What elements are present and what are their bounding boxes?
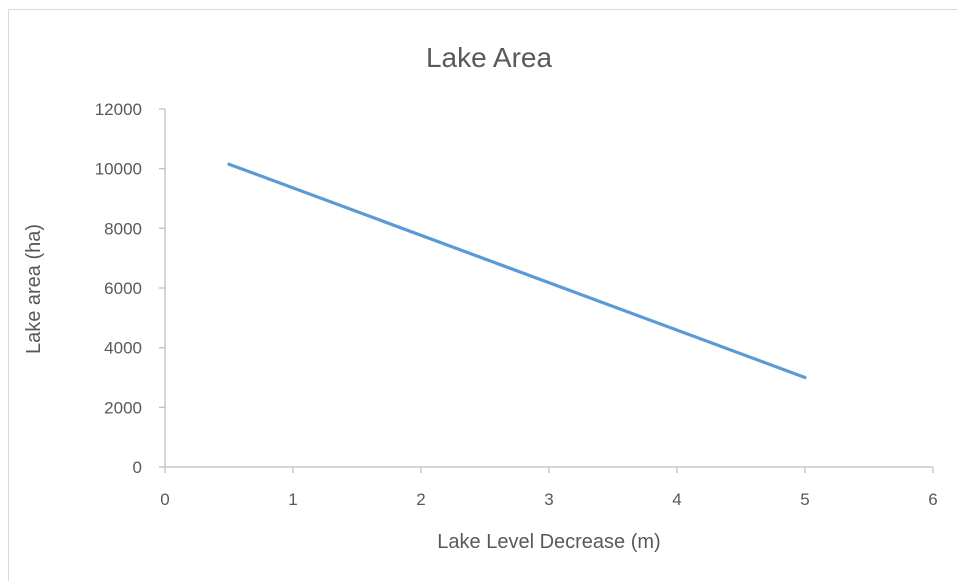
series-line <box>227 162 807 380</box>
y-tick-label: 12000 <box>95 100 142 119</box>
y-axis-title: Lake area (ha) <box>23 224 45 354</box>
y-tick-label: 4000 <box>104 339 142 358</box>
chart-title: Lake Area <box>426 42 553 73</box>
y-tick-label: 0 <box>133 458 142 477</box>
x-tick-label: 1 <box>288 490 297 509</box>
x-tick-label: 6 <box>928 490 937 509</box>
y-tick-label: 10000 <box>95 160 142 179</box>
series-layer <box>227 162 807 380</box>
x-tick-label: 0 <box>160 490 169 509</box>
x-axis-title: Lake Level Decrease (m) <box>437 531 660 553</box>
x-tick-label: 3 <box>544 490 553 509</box>
chart-frame <box>8 9 957 581</box>
y-tick-label: 8000 <box>104 219 142 238</box>
x-tick-label: 4 <box>672 490 681 509</box>
y-tick-label: 2000 <box>104 398 142 417</box>
x-axis: 0 1 2 3 4 5 6 <box>160 466 938 509</box>
x-tick-label: 2 <box>416 490 425 509</box>
y-tick-label: 6000 <box>104 279 142 298</box>
y-axis: 0 2000 4000 6000 8000 10000 12000 <box>95 100 166 477</box>
x-tick-label: 5 <box>800 490 809 509</box>
